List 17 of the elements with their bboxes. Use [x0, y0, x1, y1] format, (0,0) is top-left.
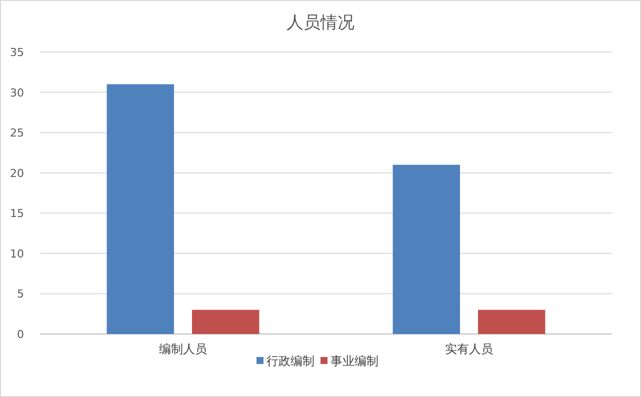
y-tick-label: 15 — [10, 207, 24, 220]
y-tick-label: 20 — [10, 166, 24, 180]
bar — [478, 310, 546, 334]
chart-title: 人员情况 — [286, 13, 354, 33]
y-tick-label: 25 — [10, 126, 24, 140]
x-tick-label: 实有人员 — [445, 342, 493, 356]
bar — [106, 84, 174, 334]
x-tick-label: 编制人员 — [159, 342, 207, 356]
y-tick-label: 0 — [17, 328, 24, 341]
y-tick-label: 30 — [10, 86, 24, 100]
y-tick-label: 35 — [10, 46, 24, 59]
bar — [392, 164, 460, 334]
bar — [192, 310, 260, 334]
y-tick-label: 10 — [10, 247, 24, 260]
legend-label: 事业编制 — [330, 354, 378, 368]
legend-label: 行政编制 — [266, 354, 314, 368]
y-tick-label: 5 — [17, 288, 24, 301]
